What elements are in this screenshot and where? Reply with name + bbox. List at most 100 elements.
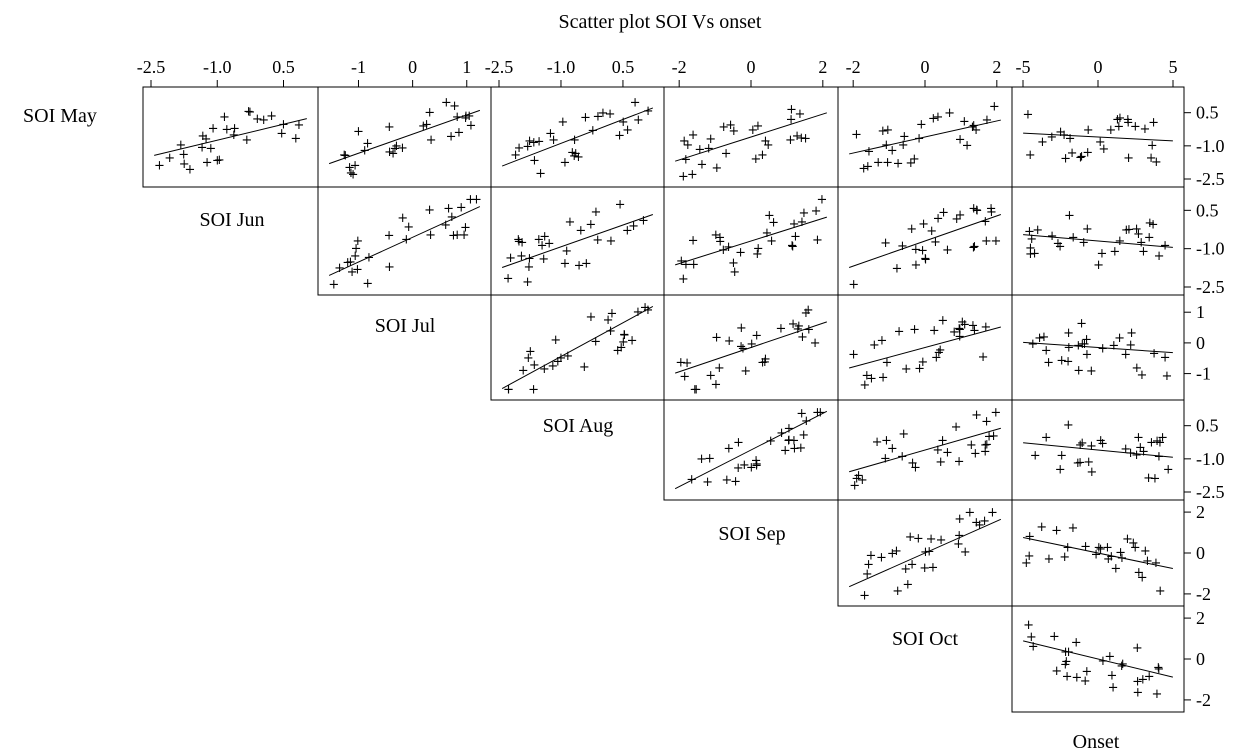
- scatter-panel: ++++++++++++++++++++++++++++: [317, 186, 492, 296]
- scatter-point: +: [751, 457, 762, 472]
- scatter-point: +: [1072, 456, 1083, 471]
- scatter-point: +: [1041, 344, 1052, 359]
- scatter-point: +: [881, 433, 892, 448]
- scatter-point: +: [627, 333, 638, 348]
- top-tick-label: -1.0: [203, 57, 232, 77]
- scatter-point: +: [1081, 665, 1092, 680]
- scatter-point: +: [1025, 148, 1036, 163]
- scatter-point: +: [862, 160, 873, 175]
- scatter-point: +: [902, 577, 913, 592]
- scatter-point: +: [978, 350, 989, 365]
- scatter-point: +: [454, 125, 465, 140]
- scatter-point: +: [1071, 636, 1082, 651]
- scatter-point: +: [882, 123, 893, 138]
- top-tick-label: -2.5: [137, 57, 166, 77]
- scatter-point: +: [785, 133, 796, 148]
- regression-line: [849, 326, 1001, 369]
- top-tick-label: -2: [672, 57, 687, 77]
- scatter-point: +: [1148, 115, 1159, 130]
- scatter-point: +: [989, 100, 1000, 115]
- scatter-point: +: [579, 360, 590, 375]
- scatter-point: +: [1055, 125, 1066, 140]
- scatter-point: +: [933, 110, 944, 125]
- scatter-panel: ++++++++++++++++++++++++++++: [1011, 499, 1185, 607]
- scatter-point: +: [389, 141, 400, 156]
- scatter-point: +: [872, 435, 883, 450]
- scatter-point: +: [1097, 436, 1108, 451]
- regression-line: [501, 214, 654, 268]
- scatter-point: +: [710, 378, 721, 393]
- scatter-point: +: [955, 208, 966, 223]
- scatter-point: +: [682, 356, 693, 371]
- scatter-point: +: [724, 334, 735, 349]
- scatter-point: +: [294, 118, 305, 133]
- scatter-point: +: [910, 460, 921, 475]
- scatter-point: +: [384, 145, 395, 160]
- scatter-point: +: [362, 136, 373, 151]
- scatter-point: +: [916, 118, 927, 133]
- scatter-point: +: [905, 530, 916, 545]
- scatter-point: +: [1106, 550, 1117, 565]
- scatter-point: +: [817, 193, 828, 208]
- scatter-point: +: [891, 544, 902, 559]
- scatter-point: +: [971, 123, 982, 138]
- scatter-point: +: [503, 382, 514, 397]
- scatter-point: +: [346, 166, 357, 181]
- scatter-point: +: [351, 242, 362, 257]
- scatter-point: +: [615, 198, 626, 213]
- scatter-point: +: [1153, 661, 1164, 676]
- scatter-point: +: [1028, 640, 1039, 655]
- scatter-panel: ++++++++++++++++++++++++++++: [663, 86, 839, 188]
- scatter-point: +: [363, 250, 374, 265]
- scatter-point: +: [179, 157, 190, 172]
- scatter-point: +: [164, 151, 175, 166]
- scatter-point: +: [397, 141, 408, 156]
- scatter-point: +: [547, 359, 558, 374]
- right-tick-label: 0.5: [1196, 200, 1219, 220]
- scatter-point: +: [471, 193, 482, 208]
- scatter-point: +: [710, 228, 721, 243]
- scatter-point: +: [705, 132, 716, 147]
- regression-line: [675, 216, 827, 266]
- scatter-point: +: [798, 428, 809, 443]
- scatter-point: +: [786, 102, 797, 117]
- scatter-point: +: [1103, 552, 1114, 567]
- scatter-point: +: [1116, 551, 1127, 566]
- scatter-point: +: [1052, 237, 1063, 252]
- scatter-point: +: [212, 154, 223, 169]
- scatter-point: +: [1024, 225, 1035, 240]
- variable-label: SOI Jul: [375, 315, 436, 337]
- scatter-point: +: [796, 131, 807, 146]
- scatter-point: +: [971, 203, 982, 218]
- scatter-point: +: [689, 382, 700, 397]
- scatter-point: +: [914, 131, 925, 146]
- scatter-point: +: [877, 124, 888, 139]
- scatter-point: +: [1144, 231, 1155, 246]
- scatter-point: +: [882, 355, 893, 370]
- scatter-point: +: [739, 458, 750, 473]
- scatter-point: +: [861, 369, 872, 384]
- scatter-point: +: [1095, 135, 1106, 150]
- scatter-point: +: [675, 355, 686, 370]
- scatter-point: +: [460, 111, 471, 126]
- scatter-point: +: [1114, 331, 1125, 346]
- top-tick-label: 0: [1094, 57, 1103, 77]
- scatter-point: +: [443, 201, 454, 216]
- regression-line: [501, 306, 654, 389]
- scatter-point: +: [878, 371, 889, 386]
- scatter-point: +: [619, 328, 630, 343]
- scatter-point: +: [897, 449, 908, 464]
- scatter-point: +: [425, 228, 436, 243]
- scatter-point: +: [880, 236, 891, 251]
- scatter-point: +: [522, 275, 533, 290]
- scatter-point: +: [721, 473, 732, 488]
- scatter-point: +: [1082, 146, 1093, 161]
- scatter-point: +: [403, 220, 414, 235]
- scatter-point: +: [1150, 472, 1161, 487]
- scatter-point: +: [866, 372, 877, 387]
- scatter-point: +: [848, 277, 859, 292]
- scatter-point: +: [1080, 540, 1091, 555]
- scatter-point: +: [352, 234, 363, 249]
- scatter-point: +: [979, 514, 990, 529]
- scatter-point: +: [859, 378, 870, 393]
